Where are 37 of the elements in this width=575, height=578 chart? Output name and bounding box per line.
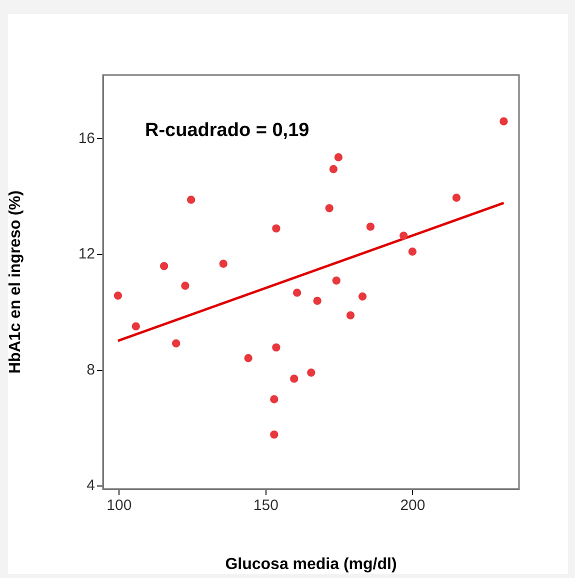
point <box>313 296 322 305</box>
point <box>160 262 168 270</box>
annotation: R-cuadrado = 0,19 <box>145 120 310 142</box>
y-tick-label: 8 <box>86 361 95 378</box>
point <box>358 292 367 301</box>
point <box>400 232 408 240</box>
point <box>272 224 280 233</box>
y-tick-label: 12 <box>78 246 95 263</box>
point <box>172 339 180 348</box>
x-tick-label: 200 <box>400 497 426 514</box>
x-tick-label: 150 <box>253 497 278 514</box>
point <box>307 368 316 377</box>
y-axis-title: HbA1c en el ingreso (%) <box>7 190 24 374</box>
point <box>270 430 278 439</box>
point <box>272 343 280 352</box>
y-tick-label: 4 <box>86 477 95 494</box>
point <box>366 222 375 231</box>
point <box>329 164 338 174</box>
x-axis-title: Glucosa media (mg/dl) <box>225 556 397 573</box>
point <box>114 292 122 300</box>
point <box>270 395 278 404</box>
point <box>219 260 228 268</box>
point <box>186 196 196 204</box>
point <box>500 117 508 126</box>
point <box>181 282 190 290</box>
point <box>408 248 417 256</box>
x-tick-label: 100 <box>106 497 132 514</box>
point <box>244 354 252 362</box>
point <box>292 288 302 297</box>
point <box>332 276 340 285</box>
y-tick-label: 16 <box>78 130 95 147</box>
point <box>290 374 298 383</box>
point <box>452 194 461 202</box>
point <box>334 153 343 162</box>
point <box>132 322 140 330</box>
point <box>346 311 355 320</box>
point <box>325 204 334 212</box>
